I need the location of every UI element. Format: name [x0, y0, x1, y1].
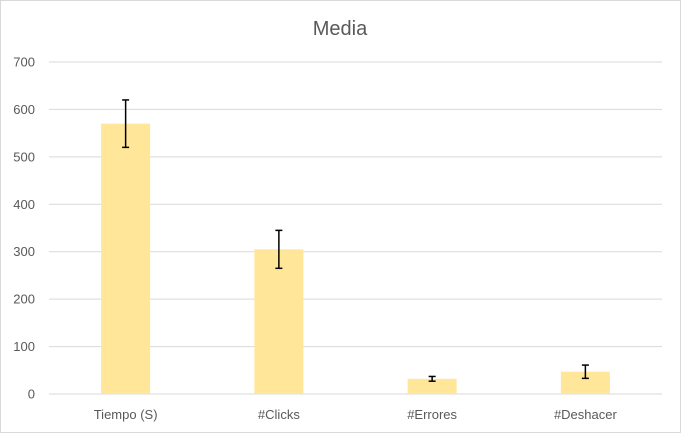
y-tick-label-3: 300 — [13, 244, 35, 259]
y-tick-label-5: 500 — [13, 149, 35, 164]
bar-0 — [101, 123, 151, 395]
chart-title: Media — [313, 18, 368, 40]
x-tick-label-1: #Clicks — [258, 407, 300, 422]
gridlines — [49, 61, 662, 395]
error-bar-2 — [428, 375, 436, 382]
y-tick-label-7: 700 — [13, 55, 35, 70]
y-tick-label-2: 200 — [13, 292, 35, 307]
y-tick-label-4: 400 — [13, 197, 35, 212]
y-tick-label-6: 600 — [13, 102, 35, 117]
y-tick-label-0: 0 — [28, 387, 35, 402]
x-tick-label-0: Tiempo (S) — [94, 407, 158, 422]
y-axis-ticks: 0 100 200 300 400 500 600 700 — [13, 55, 35, 402]
x-axis-ticks: Tiempo (S) #Clicks #Errores #Deshacer — [94, 407, 618, 422]
error-bars — [122, 99, 589, 382]
bar-3 — [560, 371, 610, 394]
error-bar-0 — [122, 99, 130, 149]
bar-1 — [254, 249, 304, 394]
bars — [101, 123, 610, 395]
error-bar-1 — [275, 229, 283, 270]
bar-2 — [407, 378, 457, 394]
error-bar-3 — [581, 364, 589, 380]
y-tick-label-1: 100 — [13, 339, 35, 354]
x-tick-label-2: #Errores — [407, 407, 457, 422]
x-tick-label-3: #Deshacer — [554, 407, 618, 422]
